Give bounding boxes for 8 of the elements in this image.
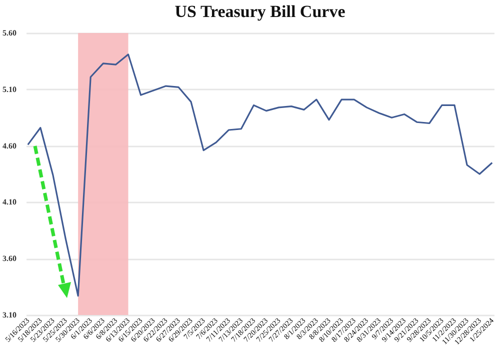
y-tick-label: 5.60 (2, 28, 16, 38)
y-tick-label: 5.10 (2, 84, 16, 94)
y-tick-label: 3.60 (2, 254, 16, 264)
y-tick-label: 4.60 (2, 141, 16, 150)
y-tick-label: 3.10 (2, 310, 16, 320)
y-tick-label: 4.10 (2, 198, 16, 207)
line-series (27, 54, 493, 297)
chart-title: US Treasury Bill Curve (174, 2, 346, 21)
